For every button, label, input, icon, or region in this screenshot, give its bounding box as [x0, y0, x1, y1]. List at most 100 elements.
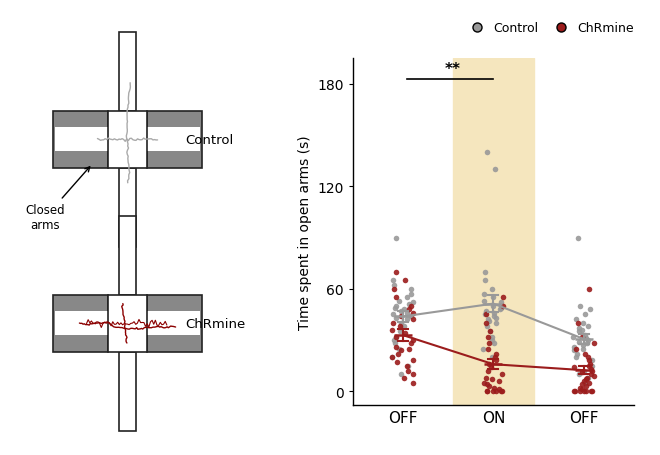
Point [484, 383, 494, 390]
Point [482, 149, 492, 157]
Point [578, 319, 588, 327]
Point [480, 374, 491, 381]
Point [496, 299, 506, 306]
Point [587, 367, 597, 374]
Point [587, 357, 598, 364]
Point [400, 330, 411, 337]
Point [408, 379, 418, 386]
Point [494, 386, 504, 393]
Point [575, 384, 585, 392]
Point [387, 326, 397, 334]
Point [481, 381, 492, 388]
Point [577, 386, 587, 393]
Point [496, 304, 506, 312]
Point [580, 332, 591, 339]
Bar [147, 111, 202, 169]
Point [585, 360, 596, 368]
Point [390, 333, 401, 340]
Point [396, 313, 407, 320]
Point [569, 388, 579, 395]
Point [399, 306, 409, 313]
Text: Closed
arms: Closed arms [26, 167, 90, 232]
Point [583, 379, 594, 386]
Point [486, 333, 497, 340]
Point [482, 388, 492, 395]
Point [408, 357, 418, 364]
Point [481, 308, 492, 315]
Point [405, 340, 416, 347]
Point [490, 354, 500, 361]
Point [490, 166, 501, 173]
Point [391, 234, 401, 242]
Point [388, 285, 399, 293]
Point [574, 325, 584, 332]
Point [489, 340, 500, 347]
Point [572, 234, 583, 242]
Point [478, 291, 489, 298]
Point [487, 376, 498, 383]
Point [494, 306, 505, 313]
Point [578, 381, 588, 388]
Point [569, 364, 579, 371]
Text: **: ** [445, 62, 461, 77]
Point [404, 306, 414, 313]
Point [483, 316, 494, 324]
Point [479, 277, 490, 284]
Point [583, 362, 594, 369]
Bar [119, 217, 136, 295]
Point [490, 319, 501, 327]
Point [579, 388, 590, 395]
Point [490, 314, 501, 322]
Point [482, 323, 492, 330]
Bar [453, 59, 534, 405]
Point [387, 277, 398, 284]
Point [488, 313, 499, 320]
Point [490, 350, 501, 358]
Bar [55, 312, 108, 336]
Point [484, 328, 495, 335]
Point [391, 359, 402, 366]
Point [484, 328, 495, 335]
Point [498, 294, 509, 301]
Point [390, 268, 401, 276]
Legend: Control, ChRmine: Control, ChRmine [459, 17, 639, 40]
Point [579, 367, 589, 374]
Point [393, 298, 404, 305]
Point [390, 340, 401, 347]
Point [579, 350, 590, 358]
Point [581, 388, 591, 395]
Point [387, 311, 398, 318]
Point [408, 371, 418, 378]
Point [490, 388, 501, 395]
Point [407, 316, 418, 324]
Point [484, 318, 494, 325]
Point [396, 371, 407, 378]
Point [581, 374, 592, 381]
Point [488, 294, 499, 301]
Point [574, 303, 585, 310]
Point [391, 294, 401, 301]
Bar [53, 111, 108, 169]
Point [589, 340, 599, 347]
Point [394, 328, 405, 335]
Point [486, 354, 497, 361]
Point [579, 378, 589, 385]
Point [404, 301, 414, 308]
Point [575, 388, 585, 395]
Point [393, 345, 404, 352]
Point [579, 379, 590, 386]
Point [391, 314, 402, 322]
Bar [119, 352, 136, 431]
Point [572, 319, 583, 327]
Point [396, 319, 407, 327]
Bar [119, 169, 136, 248]
Point [402, 362, 412, 369]
Point [479, 379, 490, 386]
Point [486, 364, 497, 371]
Point [583, 323, 593, 330]
Point [396, 347, 407, 354]
Point [401, 316, 412, 324]
Bar [108, 295, 147, 352]
Point [498, 303, 509, 310]
Point [408, 337, 418, 344]
